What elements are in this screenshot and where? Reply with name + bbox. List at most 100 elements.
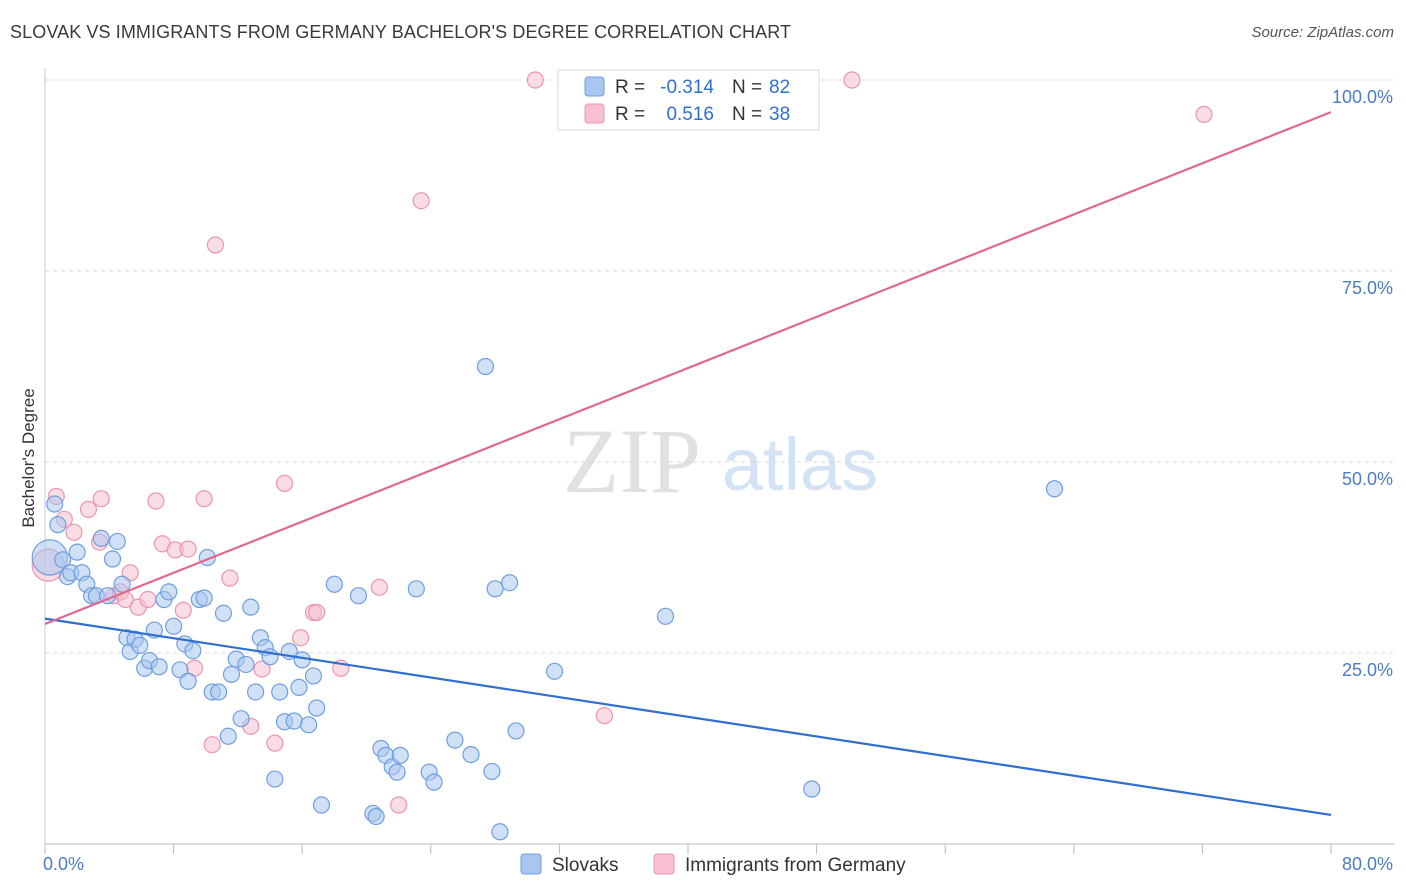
slovak-point — [49, 516, 67, 534]
watermark-atlas: atlas — [722, 423, 878, 506]
slovak-point — [150, 658, 168, 676]
y-tick-labels: 25.0% 50.0% 75.0% 100.0% — [1332, 87, 1393, 680]
slovak-point — [54, 551, 72, 569]
germany-point — [179, 540, 197, 558]
germany-point — [843, 71, 861, 89]
slovak-point — [304, 667, 323, 685]
slovak-point — [214, 604, 233, 622]
germany-trend-line — [44, 111, 1332, 625]
y-tick-label: 50.0% — [1342, 469, 1393, 489]
slovak-point — [349, 587, 368, 605]
slovak-point — [507, 722, 525, 740]
slovak-point — [367, 807, 385, 826]
slovak-point — [312, 796, 331, 814]
y-tick-label: 100.0% — [1332, 87, 1393, 107]
slovak-point — [656, 607, 675, 625]
slovak-point — [486, 580, 504, 598]
slovak-point — [103, 550, 122, 568]
germany-point — [174, 601, 192, 619]
slovak-point — [232, 710, 250, 728]
y-tick-label: 25.0% — [1342, 660, 1393, 680]
germany-point — [79, 500, 98, 518]
slovak-point — [108, 532, 126, 551]
slovak-point — [131, 636, 149, 654]
bottom-legend-swatch-slovaks — [520, 853, 542, 875]
germany-point — [221, 569, 239, 587]
slovak-point — [388, 763, 406, 781]
y-axis-label: Bachelor's Degree — [19, 388, 38, 527]
source-label: Source: ZipAtlas.com — [1251, 24, 1394, 41]
legend-swatch-slovaks — [584, 76, 605, 97]
bottom-legend-germany: Immigrants from Germany — [685, 855, 906, 876]
slovak-point — [462, 746, 480, 764]
slovak-point — [242, 598, 260, 616]
x-tick-labels: 0.0% 80.0% — [43, 854, 1393, 874]
slovak-point — [160, 583, 178, 601]
germany-point — [370, 578, 388, 596]
legend-n-value-2: 38 — [769, 104, 790, 125]
slovak-point — [300, 716, 318, 734]
slovak-point — [425, 773, 443, 791]
germany-point — [139, 590, 157, 609]
legend-n-value-1: 82 — [769, 77, 790, 98]
slovak-point — [113, 575, 131, 593]
germany-point — [595, 707, 614, 725]
germany-point — [291, 629, 310, 647]
legend-n-label-2: N = — [732, 104, 762, 125]
germany-point — [266, 734, 284, 752]
germany-point — [65, 523, 83, 541]
slovak-point — [246, 683, 265, 701]
slovak-point — [407, 580, 425, 598]
slovak-point — [184, 642, 202, 660]
slovak-point — [803, 780, 821, 798]
legend-n-label-1: N = — [732, 77, 762, 98]
legend-r-label-1: R = — [615, 77, 645, 98]
series-slovaks-points — [31, 357, 1064, 841]
slovak-point — [391, 746, 409, 764]
slovak-point — [195, 589, 213, 607]
slovak-point — [271, 683, 289, 701]
slovak-point — [285, 712, 303, 730]
slovak-point — [266, 770, 284, 788]
germany-point — [526, 71, 544, 89]
axes — [44, 68, 1395, 854]
x-tick-label-max: 80.0% — [1342, 854, 1393, 874]
slovak-point — [165, 617, 183, 635]
slovak-point — [210, 683, 228, 701]
germany-point — [203, 736, 221, 754]
germany-point — [275, 474, 294, 492]
grid-lines — [45, 79, 1395, 654]
watermark-zip: ZIP — [563, 410, 701, 512]
slovak-point — [476, 357, 495, 376]
legend-swatch-germany — [584, 103, 605, 124]
slovak-point — [290, 678, 308, 696]
legend-r-label-2: R = — [615, 104, 645, 125]
y-tick-label: 75.0% — [1342, 278, 1393, 298]
slovak-point — [237, 655, 255, 674]
slovak-point — [219, 727, 237, 745]
slovak-point — [446, 731, 464, 749]
germany-point — [147, 492, 165, 510]
germany-point — [412, 192, 430, 210]
slovak-point — [325, 575, 343, 593]
slovak-point — [293, 651, 311, 669]
germany-point — [308, 603, 326, 622]
slovak-point — [92, 529, 110, 548]
slovak-point — [491, 823, 509, 841]
slovak-point — [308, 699, 326, 717]
slovak-point — [222, 665, 241, 683]
slovak-point — [68, 543, 86, 561]
germany-point — [92, 490, 110, 508]
slovaks-trend-line — [44, 617, 1332, 817]
germany-point — [390, 796, 408, 814]
germany-point — [206, 236, 224, 254]
x-tick-label-min: 0.0% — [43, 854, 84, 874]
series-legend: Slovaks Immigrants from Germany — [520, 853, 906, 876]
legend-r-value-1: -0.314 — [660, 77, 714, 98]
legend-r-value-2: 0.516 — [666, 104, 714, 125]
slovak-point — [483, 762, 501, 781]
slovak-point — [1045, 480, 1064, 498]
slovak-point — [179, 672, 197, 690]
germany-point — [253, 660, 271, 678]
